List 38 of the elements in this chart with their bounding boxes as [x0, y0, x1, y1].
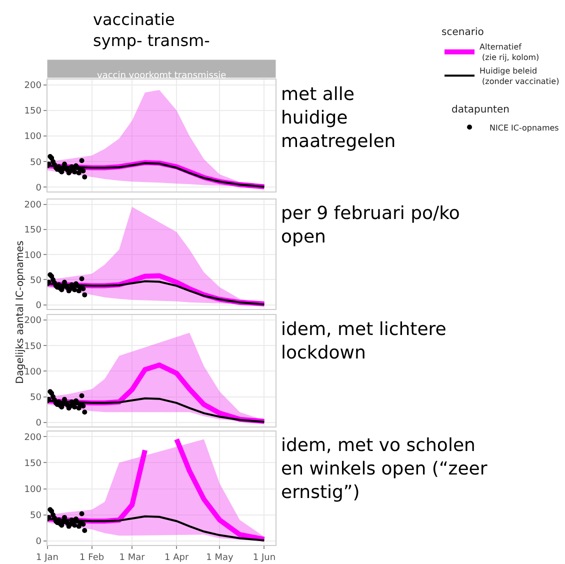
x-tick-label: 1 Feb — [80, 552, 104, 563]
y-tick-label: 150 — [24, 106, 42, 117]
x-tick-label: 1 Mar — [119, 552, 146, 563]
y-tick-label: 50 — [30, 158, 42, 168]
y-tick-label: 0 — [36, 301, 42, 312]
legend-label: Alternatief (zie rij, kolom) — [480, 42, 540, 62]
y-tick-label: 0 — [36, 537, 42, 548]
y-tick-label: 200 — [24, 432, 42, 443]
text: vaccinatie symp- transm- — [93, 10, 210, 50]
chart-title: vaccin voorkomt transmissie — [97, 71, 227, 81]
y-tick-label: 100 — [24, 484, 42, 495]
x-tick-label: 1 Apr — [164, 552, 189, 563]
x-tick-label: 1 Jan — [36, 552, 59, 563]
y-tick-label: 200 — [24, 80, 42, 91]
y-tick-label: 50 — [30, 276, 42, 286]
text: idem, met vo scholen en winkels open (“zeer ernstig”) — [281, 435, 488, 503]
y-tick-label: 150 — [24, 458, 42, 469]
y-tick-label: 100 — [24, 367, 42, 378]
y-tick-label: 50 — [30, 510, 42, 521]
y-tick-label: 0 — [36, 418, 42, 429]
x-tick-label: 1 May — [206, 552, 234, 563]
legend-label: Huidige beleid (zonder vaccinatie) — [480, 66, 560, 86]
y-tick-label: 50 — [30, 392, 42, 403]
text: per 9 februari po/ko open — [281, 203, 460, 248]
y-tick-label: 150 — [24, 226, 42, 236]
text: idem, met lichtere lockdown — [281, 319, 446, 364]
y-tick-label: 150 — [24, 342, 42, 352]
y-tick-label: 0 — [36, 183, 42, 194]
y-tick-label: 200 — [24, 316, 42, 326]
y-tick-label: 100 — [24, 132, 42, 142]
y-tick-label: 100 — [24, 250, 42, 261]
text: met alle huidige maatregelen — [281, 84, 396, 152]
legend-label: NICE IC-opnames — [490, 123, 559, 132]
y-axis-title: Dagelijks aantal IC-opnames — [15, 240, 26, 384]
x-tick-label: 1 Jun — [252, 552, 276, 563]
y-tick-label: 200 — [24, 200, 42, 210]
text: datapunten — [452, 104, 510, 116]
legend-title: scenario — [442, 26, 484, 38]
